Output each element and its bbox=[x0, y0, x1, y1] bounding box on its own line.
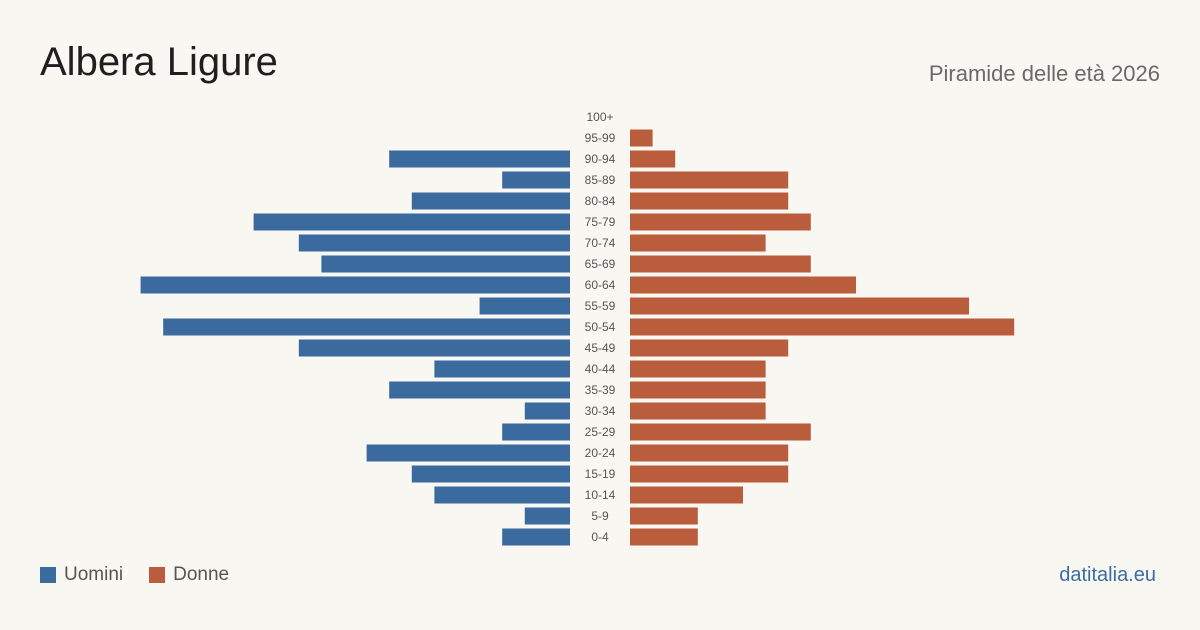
age-label-60-64: 60-64 bbox=[585, 278, 616, 292]
age-label-20-24: 20-24 bbox=[585, 446, 616, 460]
bar-men-70-74 bbox=[298, 234, 570, 252]
age-label-35-39: 35-39 bbox=[585, 383, 616, 397]
bar-women-70-74 bbox=[630, 234, 766, 252]
bar-men-65-69 bbox=[321, 255, 570, 273]
bar-women-10-14 bbox=[630, 486, 743, 504]
age-label-65-69: 65-69 bbox=[585, 257, 616, 271]
bar-men-80-84 bbox=[411, 192, 570, 210]
bar-men-40-44 bbox=[434, 360, 570, 378]
age-label-75-79: 75-79 bbox=[585, 215, 616, 229]
bar-women-65-69 bbox=[630, 255, 811, 273]
age-label-100plus: 100+ bbox=[586, 110, 613, 124]
bar-women-20-24 bbox=[630, 444, 789, 462]
age-label-70-74: 70-74 bbox=[585, 236, 616, 250]
chart-subtitle: Piramide delle età 2026 bbox=[928, 61, 1160, 86]
brand-link[interactable]: datitalia.eu bbox=[1059, 564, 1156, 586]
bar-men-60-64 bbox=[140, 276, 570, 294]
bar-women-0-4 bbox=[630, 528, 698, 546]
age-label-0-4: 0-4 bbox=[591, 530, 609, 544]
bar-women-50-54 bbox=[630, 318, 1015, 336]
bar-women-90-94 bbox=[630, 150, 676, 168]
bar-women-40-44 bbox=[630, 360, 766, 378]
bar-men-35-39 bbox=[389, 381, 570, 399]
age-label-80-84: 80-84 bbox=[585, 194, 616, 208]
age-label-25-29: 25-29 bbox=[585, 425, 616, 439]
chart-title: Albera Ligure bbox=[40, 40, 278, 84]
bar-women-60-64 bbox=[630, 276, 856, 294]
bar-men-25-29 bbox=[502, 423, 570, 441]
bar-men-0-4 bbox=[502, 528, 570, 546]
bar-women-15-19 bbox=[630, 465, 789, 483]
legend-swatch-women bbox=[149, 567, 166, 583]
bar-men-20-24 bbox=[366, 444, 570, 462]
bar-women-80-84 bbox=[630, 192, 789, 210]
age-label-55-59: 55-59 bbox=[585, 299, 616, 313]
bar-men-50-54 bbox=[163, 318, 570, 336]
bar-women-30-34 bbox=[630, 402, 766, 420]
bar-women-95-99 bbox=[630, 129, 653, 147]
bar-men-75-79 bbox=[253, 213, 570, 231]
bar-women-25-29 bbox=[630, 423, 811, 441]
age-label-5-9: 5-9 bbox=[591, 509, 609, 523]
bar-men-90-94 bbox=[389, 150, 570, 168]
age-label-45-49: 45-49 bbox=[585, 341, 616, 355]
age-group-labels: 100+ 95-99 90-94 85-89 80-84 75-79 70-74 65-69 6… bbox=[585, 110, 616, 544]
bar-women-55-59 bbox=[630, 297, 969, 315]
bar-men-85-89 bbox=[502, 171, 570, 189]
age-label-85-89: 85-89 bbox=[585, 173, 616, 187]
age-label-40-44: 40-44 bbox=[585, 362, 616, 376]
bar-men-55-59 bbox=[479, 297, 570, 315]
legend-swatch-men bbox=[40, 567, 56, 583]
age-label-90-94: 90-94 bbox=[585, 152, 616, 166]
bar-men-45-49 bbox=[298, 339, 570, 357]
age-label-15-19: 15-19 bbox=[585, 467, 616, 481]
bar-men-10-14 bbox=[434, 486, 570, 504]
pyramid-bars bbox=[140, 129, 1015, 546]
bar-men-30-34 bbox=[524, 402, 570, 420]
legend-item-men: Uomini bbox=[40, 564, 123, 586]
legend-item-women: Donne bbox=[149, 564, 229, 586]
bar-women-45-49 bbox=[630, 339, 789, 357]
bar-women-35-39 bbox=[630, 381, 766, 399]
age-label-30-34: 30-34 bbox=[585, 404, 616, 418]
age-label-50-54: 50-54 bbox=[585, 320, 616, 334]
bar-women-85-89 bbox=[630, 171, 789, 189]
legend-label-women: Donne bbox=[173, 564, 230, 585]
bar-men-15-19 bbox=[411, 465, 570, 483]
bar-women-5-9 bbox=[630, 507, 698, 525]
legend-label-men: Uomini bbox=[64, 564, 124, 585]
age-label-95-99: 95-99 bbox=[585, 131, 616, 145]
age-label-10-14: 10-14 bbox=[585, 488, 616, 502]
legend: Uomini Donne bbox=[40, 564, 255, 586]
bar-women-75-79 bbox=[630, 213, 811, 231]
bar-men-5-9 bbox=[524, 507, 570, 525]
